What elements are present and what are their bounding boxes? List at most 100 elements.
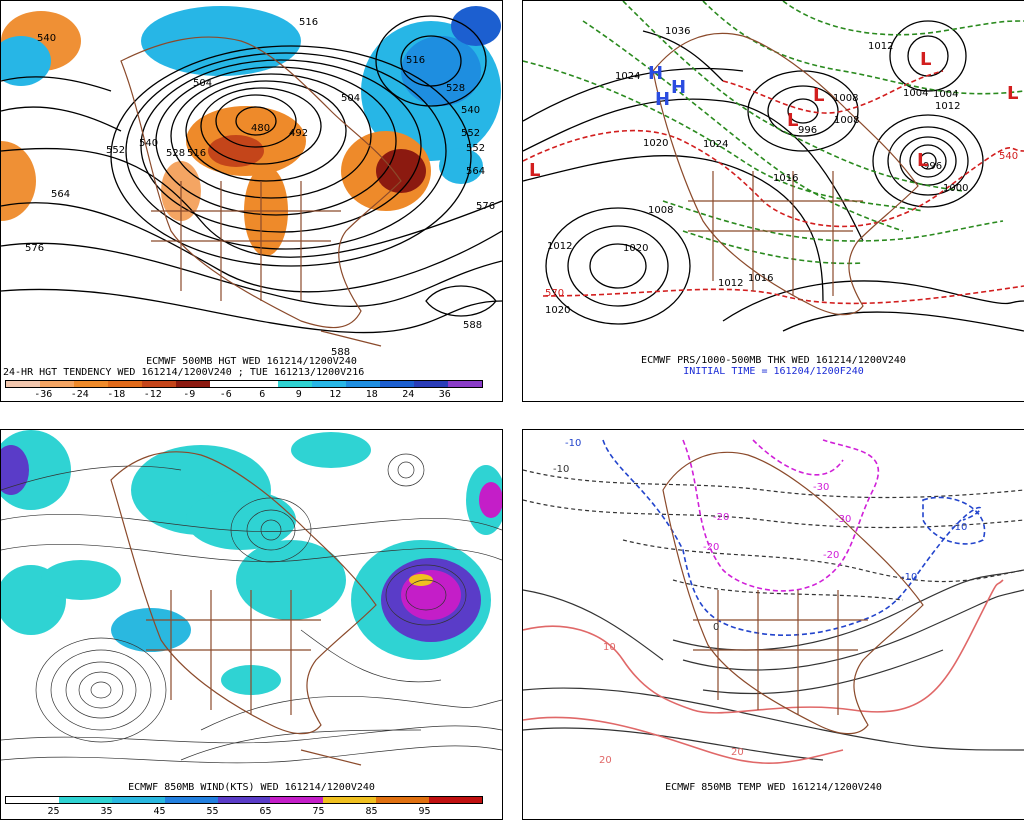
map-850mb-temp: -10 -10 -20 -30 -20 -10 -30 0 10 20 20 -… [523, 438, 1024, 766]
isobar-label: 1024 [703, 139, 728, 150]
isobar-label: 1012 [718, 278, 743, 289]
isobar-label: 1012 [547, 241, 572, 252]
temp-label: 0 [713, 622, 719, 633]
wind-colorbar-tick: 75 [312, 806, 325, 817]
contour-label: 540 [461, 105, 480, 116]
tendency-colorbar-segment [380, 381, 414, 387]
panel-850mb-temp: -10 -10 -20 -30 -20 -10 -30 0 10 20 20 -… [522, 429, 1024, 820]
isobar-label: 1012 [935, 101, 960, 112]
tendency-colorbar-tick: 36 [438, 389, 451, 400]
panel-subtitle: 24-HR HGT TENDENCY WED 161214/1200V240 ;… [3, 367, 365, 378]
temp-label: -10 [901, 572, 917, 583]
high-center-marker: H [655, 89, 670, 110]
coastlines [652, 32, 919, 316]
isobar-label: 996 [798, 125, 817, 136]
panel-title: ECMWF 850MB WIND(KTS) WED 161214/1200V24… [128, 782, 375, 793]
low-center-marker: L [813, 85, 824, 106]
isobar-label: 1004 [933, 89, 958, 100]
contour-label: 552 [106, 145, 125, 156]
wind-colorbar-segment [270, 797, 324, 803]
isobar-label: 1012 [868, 41, 893, 52]
wind-colorbar-tick: 55 [206, 806, 219, 817]
tendency-colorbar-segment [74, 381, 108, 387]
temperature-labels: -10 -10 -20 -30 -20 -10 -30 0 10 20 20 -… [553, 438, 967, 766]
panel-title: ECMWF PRS/1000-500MB THK WED 161214/1200… [641, 355, 906, 366]
panel-850mb-wind: ECMWF 850MB WIND(KTS) WED 161214/1200V24… [0, 429, 503, 820]
tendency-colorbar-tick: 9 [295, 389, 302, 400]
isobar-label: 1036 [665, 26, 690, 37]
map-pressure-thickness: 1036 1024 1020 1012 1004 996 1008 1016 1… [523, 1, 1024, 332]
tendency-colorbar-tick: 12 [329, 389, 342, 400]
isobar-label: 1000 [943, 183, 968, 194]
wind-colorbar-segment [58, 797, 112, 803]
low-center-marker: L [1007, 83, 1018, 104]
temp-label: -20 [703, 542, 719, 553]
temp-label: 10 [603, 642, 616, 653]
tendency-colorbar-segment [142, 381, 176, 387]
isobar-label: 1008 [833, 93, 858, 104]
panel-subtitle: INITIAL TIME = 161204/1200F240 [683, 366, 864, 377]
contour-label: 492 [289, 128, 308, 139]
isobar-label: 1016 [748, 273, 773, 284]
tendency-colorbar-segment [244, 381, 278, 387]
tendency-colorbar-segment [6, 381, 40, 387]
high-center-marker: H [648, 63, 663, 84]
panel-title: ECMWF 500MB HGT WED 161214/1200V240 [146, 356, 357, 367]
tendency-colorbar-segment [40, 381, 74, 387]
tendency-colorbar-segment [210, 381, 244, 387]
map-850mb-wind [1, 430, 502, 766]
tendency-colorbar-tick: -36 [34, 389, 53, 400]
tendency-colorbar-segment [346, 381, 380, 387]
temp-label: -20 [823, 550, 839, 561]
wind-colorbar-tick: 85 [365, 806, 378, 817]
temp-label: 20 [731, 747, 744, 758]
tendency-colorbar-tick: -9 [183, 389, 196, 400]
isobar-label: 1016 [773, 173, 798, 184]
contour-label: 576 [476, 201, 495, 212]
panel-500mb-height: 516 540 504 480 492 504 516 528 540 552 … [0, 0, 503, 402]
contour-label: 552 [466, 143, 485, 154]
contour-label: 540 [37, 33, 56, 44]
contour-label: 528 [166, 148, 185, 159]
tendency-colorbar-segment [312, 381, 346, 387]
contour-label: 504 [193, 78, 212, 89]
contour-labels: 516 540 504 480 492 504 516 528 540 552 … [25, 17, 495, 356]
tendency-colorbar-tick: 24 [402, 389, 415, 400]
isobar-label: 996 [923, 161, 942, 172]
panel-title: ECMWF 850MB TEMP WED 161214/1200V240 [665, 782, 882, 793]
tendency-colorbar-tick: 6 [259, 389, 266, 400]
wind-colorbar-tick: 35 [100, 806, 113, 817]
wind-colorbar-segment [323, 797, 377, 803]
isobar-labels: 1036 1024 1020 1012 1004 996 1008 1016 1… [545, 26, 1018, 316]
isobar-label: 540 [999, 151, 1018, 162]
pressure-centers: L L L L H H H L L [529, 49, 1018, 181]
contour-label: 588 [331, 347, 350, 356]
contour-label: 576 [25, 243, 44, 254]
isobar-label: 1020 [643, 138, 668, 149]
low-center-marker: L [920, 49, 931, 70]
contour-label: 564 [466, 166, 485, 177]
tendency-colorbar-tick: -6 [219, 389, 232, 400]
tendency-colorbar-segment [108, 381, 142, 387]
tendency-colorbar-tick: -24 [70, 389, 89, 400]
isobars [523, 20, 1024, 332]
wind-colorbar-ticks: 25 35 45 55 65 75 85 95 [27, 806, 451, 817]
isobar-label: 1008 [834, 115, 859, 126]
wind-colorbar-segment [111, 797, 165, 803]
high-center-marker: H [671, 77, 686, 98]
temp-label: -30 [835, 514, 851, 525]
isobar-label: 1024 [615, 71, 640, 82]
wind-shading [1, 430, 502, 695]
height-contours [1, 15, 502, 334]
contour-label: 516 [299, 17, 318, 28]
temp-label: -30 [813, 482, 829, 493]
contour-label: 516 [406, 55, 425, 66]
isobar-label: 570 [545, 288, 564, 299]
contour-label: 516 [187, 148, 206, 159]
tendency-colorbar-segment [414, 381, 448, 387]
temp-label: -10 [951, 522, 967, 533]
tendency-colorbar-tick: -12 [143, 389, 162, 400]
contour-label: 480 [251, 123, 270, 134]
temp-label: 20 [599, 755, 612, 766]
wind-colorbar-tick: 45 [153, 806, 166, 817]
